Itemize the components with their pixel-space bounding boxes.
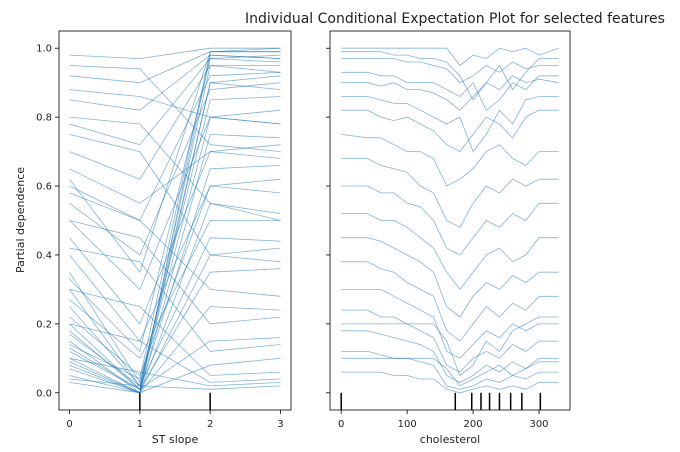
y-tick-label: 0.4 xyxy=(36,250,52,261)
ice-line xyxy=(69,247,281,352)
panel-1: 0 1 2 3 0.0 0.2 0.4 0.6 0.8 1.0 xyxy=(36,30,292,430)
ice-line xyxy=(341,213,559,291)
y-tick-label: 0.6 xyxy=(36,182,52,193)
ice-line xyxy=(69,192,281,297)
ice-line xyxy=(341,96,559,153)
ice-line xyxy=(69,202,281,394)
ice-line xyxy=(69,220,281,325)
ice-line xyxy=(69,82,281,387)
ice-line xyxy=(69,109,281,387)
ice-line xyxy=(69,306,281,394)
chart-title: Individual Conditional Expectation Plot … xyxy=(245,11,665,27)
x-tick-label: 1 xyxy=(137,419,143,430)
ice-line xyxy=(69,289,281,376)
ice-line xyxy=(341,309,559,373)
ice-line xyxy=(341,75,559,111)
ice-line xyxy=(69,337,281,390)
x-tick-label: 0 xyxy=(338,419,344,430)
ice-line xyxy=(69,237,281,387)
ice-line xyxy=(69,65,281,152)
ice-line xyxy=(69,54,281,353)
ice-line xyxy=(69,96,281,384)
ice-line xyxy=(341,58,559,84)
ice-line xyxy=(69,378,281,390)
ice-line xyxy=(69,58,281,146)
ice-line xyxy=(69,47,281,380)
ice-line xyxy=(69,151,281,204)
ice-line xyxy=(341,330,559,383)
x-axis-label-left: ST slope xyxy=(152,433,199,446)
ice-line xyxy=(69,65,281,390)
ice-line xyxy=(69,47,281,60)
ice-line xyxy=(69,323,281,383)
x-tick-label: 2 xyxy=(207,419,213,430)
ice-line xyxy=(341,237,559,318)
ice-line xyxy=(341,351,559,390)
x-tick-label: 200 xyxy=(464,419,483,430)
ice-line xyxy=(69,51,281,274)
ice-line xyxy=(69,254,281,394)
ice-line xyxy=(341,71,559,111)
ice-line xyxy=(69,165,281,391)
ice-line xyxy=(341,51,559,101)
axes-frame xyxy=(58,30,292,411)
ice-line xyxy=(69,220,281,359)
ice-line xyxy=(341,158,559,228)
ice-line xyxy=(341,47,559,67)
axes-frame xyxy=(329,30,571,411)
ice-line xyxy=(69,357,281,387)
ice-line xyxy=(341,357,559,387)
ice-line xyxy=(341,371,559,394)
x-tick-label: 300 xyxy=(529,419,548,430)
ice-line xyxy=(341,261,559,342)
x-tick-label: 3 xyxy=(277,419,283,430)
ice-line xyxy=(341,109,559,153)
y-tick-label: 0.8 xyxy=(36,113,52,124)
y-tick-label: 0.0 xyxy=(36,388,52,399)
ice-line xyxy=(69,65,281,180)
x-tick-label: 100 xyxy=(398,419,417,430)
panel-2: 0 100 200 300 xyxy=(326,30,571,430)
ice-line xyxy=(341,134,559,187)
y-axis-label: Partial dependence xyxy=(14,167,27,273)
ice-line xyxy=(341,316,559,377)
x-tick-label: 0 xyxy=(66,419,72,430)
ice-line xyxy=(69,116,281,221)
x-axis-label-right: cholesterol xyxy=(420,433,480,446)
ice-line xyxy=(69,75,281,394)
ice-line xyxy=(69,268,281,390)
y-tick-label: 1.0 xyxy=(36,44,52,55)
y-tick-label: 0.2 xyxy=(36,319,52,330)
ice-line xyxy=(69,71,281,222)
ice-line xyxy=(341,185,559,256)
